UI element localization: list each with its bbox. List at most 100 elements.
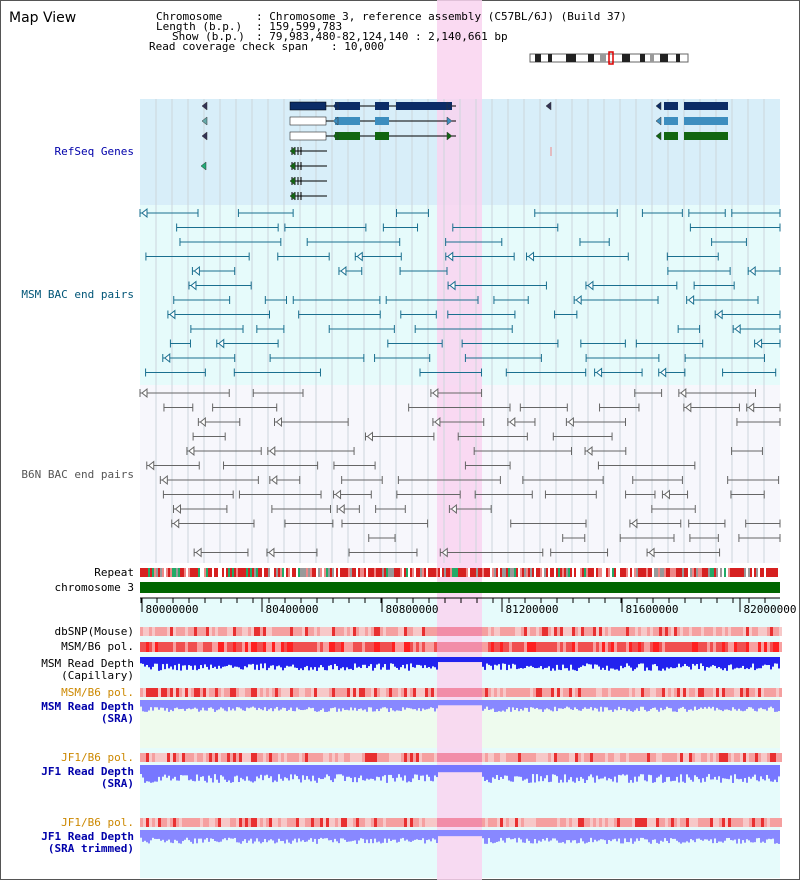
jf1-depth-sra-bar: [350, 765, 352, 778]
dbsnp-cell: [767, 627, 770, 636]
jf1-depth-trim-bar: [266, 830, 268, 843]
msm-depth-cap-bar: [776, 657, 778, 664]
jf1-b6-pol-trim-cell: [428, 818, 431, 827]
msm-depth-sra-bar: [310, 700, 312, 709]
jf1-b6-pol-trim-cell: [257, 818, 260, 827]
msm-depth-sra-bar: [316, 700, 318, 712]
track-label-jf1-b6-pol-trim[interactable]: JF1/B6 pol.: [61, 816, 134, 829]
dbsnp-cell: [566, 627, 569, 636]
repeat-block: [674, 568, 676, 577]
repeat-block: [280, 568, 282, 577]
dbsnp-cell: [374, 627, 377, 636]
msm-b6-pol-sra-cell: [734, 688, 737, 697]
jf1-depth-sra-bar: [180, 765, 182, 776]
jf1-depth-sra-bar: [358, 765, 360, 778]
jf1-b6-pol-sra-cell: [728, 753, 731, 762]
repeat-block: [618, 568, 620, 577]
dbsnp-cell: [695, 627, 698, 636]
msm-b6-pol-sra-cell: [173, 688, 176, 697]
msm-depth-sra-bar: [772, 700, 774, 709]
msm-b6-pol-cell: [746, 642, 749, 652]
msm-b6-pol-cell: [422, 642, 425, 652]
jf1-depth-sra-bar: [148, 765, 150, 782]
msm-depth-sra-bar: [192, 700, 194, 709]
jf1-b6-pol-sra-cell: [659, 753, 662, 762]
jf1-depth-sra-bar: [238, 765, 240, 783]
jf1-depth-sra-bar: [756, 765, 758, 781]
repeat-block: [712, 568, 714, 577]
axis-tick-label: 80400000: [266, 603, 319, 616]
msm-b6-pol-cell: [776, 642, 779, 652]
msm-b6-pol-cell: [554, 642, 557, 652]
track-label-msm-depth-sra[interactable]: MSM Read Depth: [41, 700, 134, 713]
msm-bac-arrow: [749, 265, 756, 277]
track-label-b6n-bac[interactable]: B6N BAC end pairs: [21, 468, 134, 481]
jf1-depth-sra-bar: [450, 765, 452, 773]
msm-b6-pol-cell: [326, 642, 329, 652]
msm-depth-cap-bar: [180, 657, 182, 671]
msm-b6-pol-cell: [728, 642, 731, 652]
msm-depth-cap-bar: [660, 657, 662, 671]
msm-depth-cap-bar: [192, 657, 194, 670]
msm-b6-pol-cell: [380, 642, 383, 652]
repeat-block: [638, 568, 640, 577]
msm-depth-cap-bar: [412, 657, 414, 668]
repeat-block: [240, 568, 242, 577]
jf1-b6-pol-trim-cell: [422, 818, 425, 827]
jf1-b6-pol-sra-cell: [170, 753, 173, 762]
jf1-b6-pol-sra-cell: [377, 753, 380, 762]
msm-b6-pol-cell: [539, 642, 542, 652]
jf1-b6-pol-sra-cell: [479, 753, 482, 762]
jf1-b6-pol-trim-cell: [239, 818, 242, 827]
jf1-depth-sra-bar: [216, 765, 218, 780]
msm-depth-cap-bar: [594, 657, 596, 665]
track-label-jf1-depth-trim[interactable]: JF1 Read Depth: [41, 830, 134, 843]
msm-depth-cap-bar: [488, 657, 490, 665]
jf1-b6-pol-sra-cell: [428, 753, 431, 762]
track-label-msm-b6-pol[interactable]: MSM/B6 pol.: [61, 640, 134, 653]
msm-depth-cap-bar: [536, 657, 538, 669]
repeat-block: [496, 568, 498, 577]
track-label-msm-bac[interactable]: MSM BAC end pairs: [21, 288, 134, 301]
jf1-b6-pol-trim-cell: [461, 818, 464, 827]
jf1-b6-pol-trim-cell: [362, 818, 365, 827]
track-label-jf1-depth-sra[interactable]: JF1 Read Depth: [41, 765, 134, 778]
repeat-block: [298, 568, 300, 577]
repeat-block: [194, 568, 196, 577]
track-label-refseq[interactable]: RefSeq Genes: [54, 145, 134, 158]
jf1-b6-pol-sra-cell: [677, 753, 680, 762]
dbsnp-cell: [683, 627, 686, 636]
jf1-b6-pol-trim-cell: [680, 818, 683, 827]
msm-b6-pol-sra-cell: [311, 688, 314, 697]
repeat-block: [650, 568, 652, 577]
dbsnp-cell: [296, 627, 299, 636]
jf1-b6-pol-trim-cell: [479, 818, 482, 827]
msm-b6-pol-sra-cell: [374, 688, 377, 697]
msm-depth-sra-bar: [666, 700, 668, 707]
msm-b6-pol-cell: [518, 642, 521, 652]
track-label-dbsnp[interactable]: dbSNP(Mouse): [54, 625, 134, 638]
jf1-depth-trim-bar: [318, 830, 320, 840]
msm-b6-pol-cell: [272, 642, 275, 652]
msm-b6-pol-sra-cell: [740, 688, 743, 697]
track-label-msm-depth-cap[interactable]: MSM Read Depth: [41, 657, 134, 670]
jf1-depth-sra-bar: [542, 765, 544, 782]
msm-depth-sra-bar: [250, 700, 252, 708]
jf1-depth-sra-bar: [260, 765, 262, 775]
msm-b6-pol-cell: [446, 642, 449, 652]
track-label-jf1-b6-pol-sra[interactable]: JF1/B6 pol.: [61, 751, 134, 764]
track-label-chromosome[interactable]: chromosome 3: [54, 581, 134, 594]
repeat-block: [502, 568, 504, 577]
jf1-depth-trim-bar: [728, 830, 730, 838]
jf1-depth-trim-bar: [656, 830, 658, 843]
jf1-depth-trim-bar: [246, 830, 248, 843]
msm-b6-pol-cell: [248, 642, 251, 652]
track-label-msm-depth-cap-sub: (Capillary): [61, 669, 134, 682]
jf1-b6-pol-trim-cell: [740, 818, 743, 827]
jf1-depth-sra-bar: [518, 765, 520, 777]
msm-depth-sra-bar: [262, 700, 264, 711]
jf1-depth-sra-bar: [240, 765, 242, 778]
track-label-msm-b6-pol-sra[interactable]: MSM/B6 pol.: [61, 686, 134, 699]
track-label-repeat[interactable]: Repeat: [94, 566, 134, 579]
repeat-block: [534, 568, 536, 577]
